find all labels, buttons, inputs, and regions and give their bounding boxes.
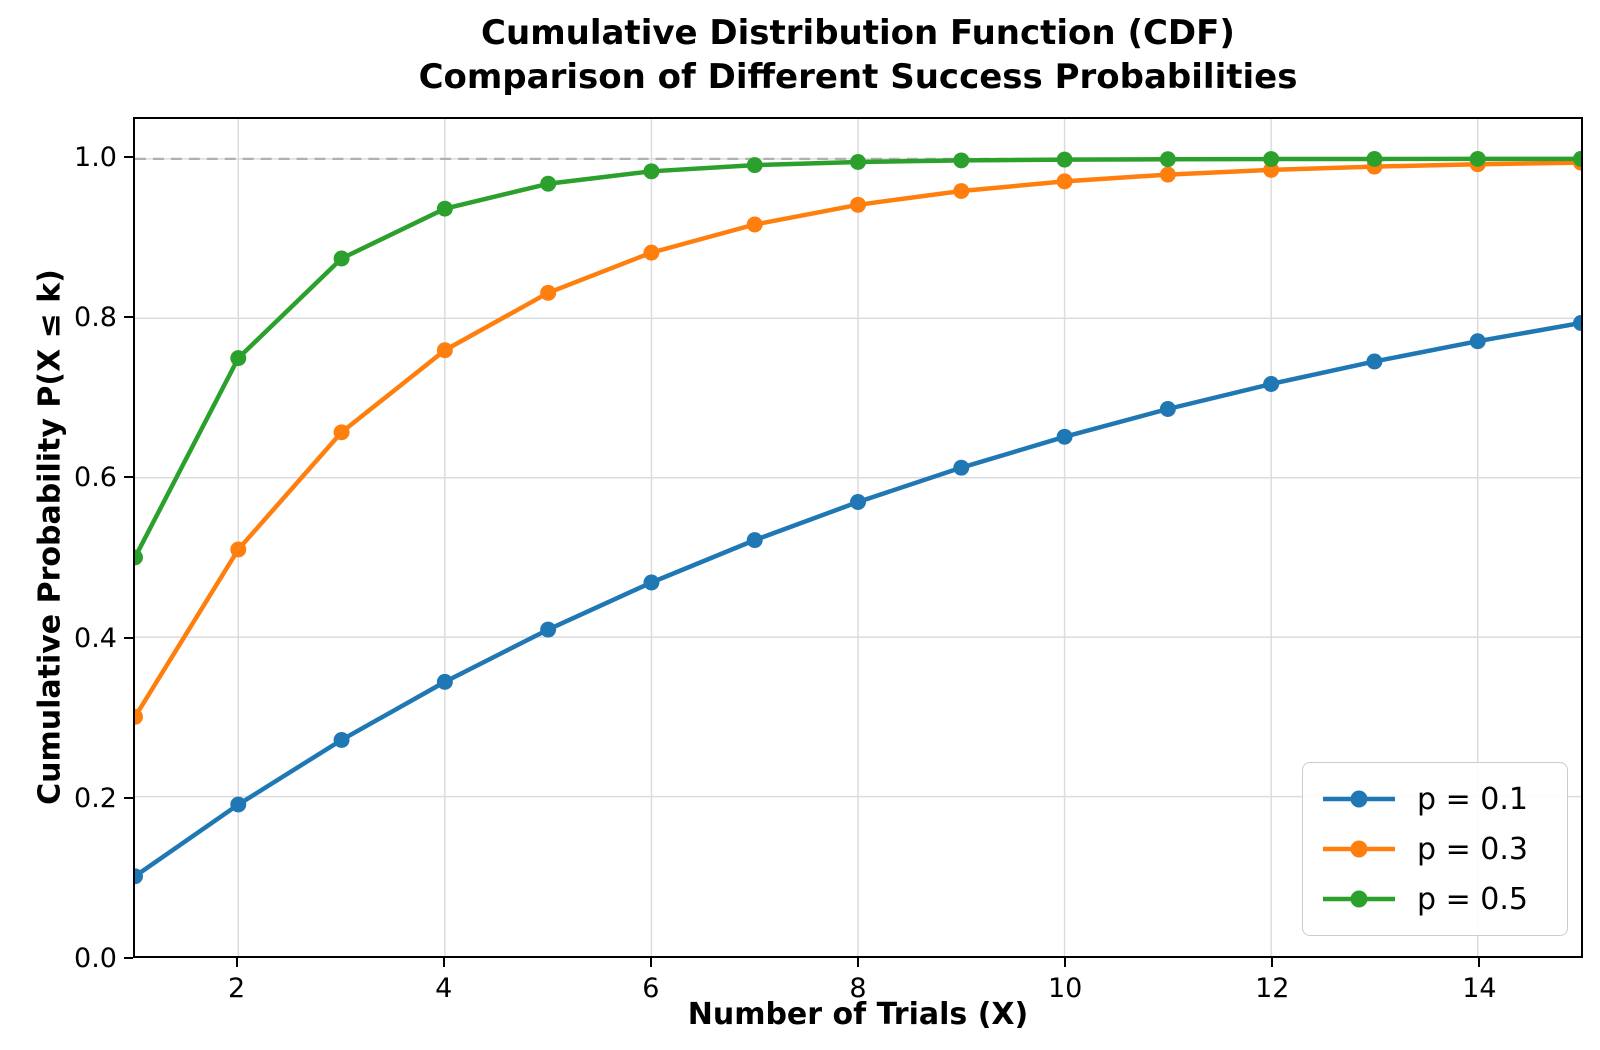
x-tick-label-2: 2 xyxy=(227,973,246,1004)
x-axis-label: Number of Trials (X) xyxy=(687,997,1029,1032)
y-tick-mark-1.0 xyxy=(124,156,133,159)
legend-item-p03: p = 0.3 xyxy=(1319,825,1551,873)
x-tick-label-14: 14 xyxy=(1462,973,1497,1004)
x-tick-mark-8 xyxy=(857,958,859,967)
legend-sample-line-orange xyxy=(1323,840,1395,858)
y-tick-label-0.0: 0.0 xyxy=(74,943,117,974)
legend-sample-line-green xyxy=(1323,890,1395,908)
legend-label: p = 0.5 xyxy=(1417,881,1528,917)
x-tick-mark-12 xyxy=(1271,958,1274,967)
chart-canvas xyxy=(135,119,1581,956)
x-tick-mark-4 xyxy=(442,958,445,967)
y-tick-mark-0.8 xyxy=(124,316,133,319)
y-tick-mark-0.0 xyxy=(124,957,133,959)
legend-sample-line-blue xyxy=(1323,790,1395,808)
y-tick-label-0.6: 0.6 xyxy=(74,462,117,494)
legend-label: p = 0.3 xyxy=(1417,831,1528,867)
y-tick-label-0.8: 0.8 xyxy=(74,302,117,334)
x-tick-label-10: 10 xyxy=(1047,973,1083,1004)
y-tick-label-1.0: 1.0 xyxy=(74,142,117,174)
x-tick-label-6: 6 xyxy=(642,973,660,1004)
legend-item-p01: p = 0.1 xyxy=(1319,775,1551,823)
chart-title-line1: Cumulative Distribution Function (CDF) xyxy=(481,13,1235,53)
chart-title: Cumulative Distribution Function (CDF) C… xyxy=(133,12,1583,99)
plot-area: p = 0.1 p = 0.3 p = 0.5 xyxy=(133,117,1583,958)
x-tick-label-12: 12 xyxy=(1255,973,1290,1004)
legend: p = 0.1 p = 0.3 p = 0.5 xyxy=(1302,762,1568,936)
y-tick-label-0.2: 0.2 xyxy=(74,782,117,814)
x-tick-mark-14 xyxy=(1478,958,1481,967)
x-tick-mark-10 xyxy=(1064,958,1067,967)
y-axis-label: Cumulative Probability P(X ≤ k) xyxy=(32,269,68,805)
legend-label: p = 0.1 xyxy=(1417,781,1528,817)
x-tick-label-4: 4 xyxy=(435,973,453,1004)
chart-title-line2: Comparison of Different Success Probabil… xyxy=(418,56,1298,97)
y-tick-mark-0.6 xyxy=(124,476,133,479)
y-tick-mark-0.4 xyxy=(124,636,133,639)
y-tick-mark-0.2 xyxy=(124,796,133,799)
y-tick-label-0.4: 0.4 xyxy=(74,622,117,654)
x-tick-label-8: 8 xyxy=(849,973,867,1004)
x-tick-mark-2 xyxy=(235,958,238,967)
legend-item-p05: p = 0.5 xyxy=(1319,875,1551,923)
x-tick-mark-6 xyxy=(649,958,652,967)
